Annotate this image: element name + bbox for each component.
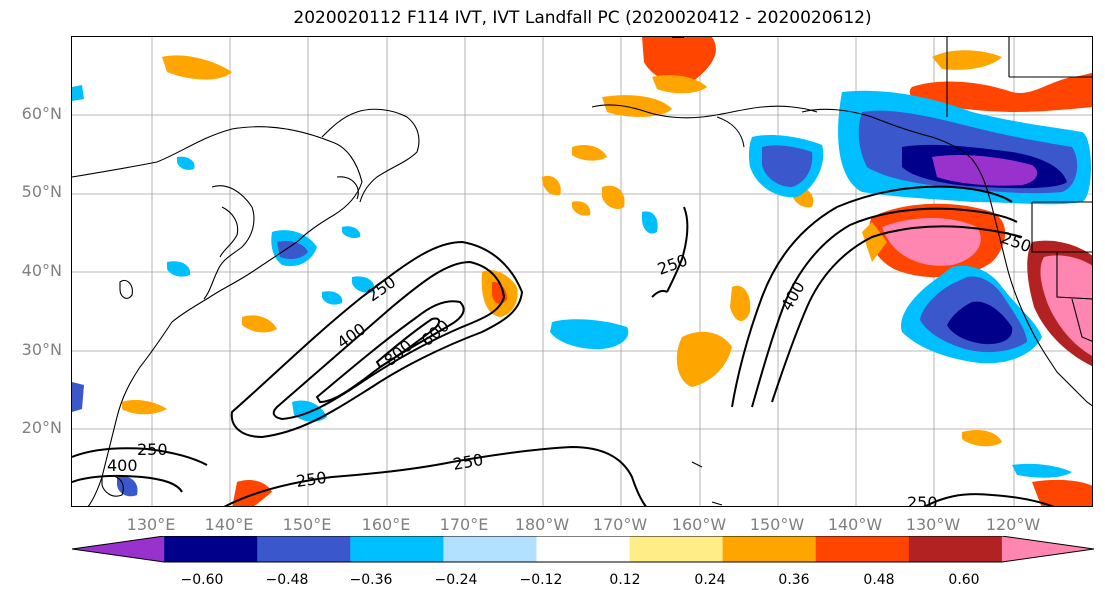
colorbar-segment — [350, 536, 444, 562]
contour-label: 250 — [907, 493, 938, 507]
colorbar-tick: −0.24 — [434, 572, 478, 588]
map-panel: 250 400 600 800 250 400 250 250 400 250 … — [71, 36, 1093, 507]
coastlines — [72, 37, 1092, 506]
contour-label: 250 — [137, 440, 168, 459]
colorbar-tick: −0.12 — [519, 572, 563, 588]
colorbar-segment — [815, 536, 910, 562]
contour-label: 400 — [333, 319, 369, 352]
lon-label-170w: 170°W — [592, 515, 648, 534]
colorbar-segment — [1001, 536, 1094, 562]
colorbar-tick: −0.60 — [180, 572, 224, 588]
colorbar-outline — [71, 535, 1095, 563]
colorbar-tick: −0.36 — [349, 572, 393, 588]
lat-label-60n: 60°N — [21, 104, 62, 123]
lon-label-150w: 150°W — [749, 515, 805, 534]
colorbar-tick: 0.36 — [778, 572, 810, 588]
lat-label-50n: 50°N — [21, 182, 62, 201]
lon-label-130e: 130°E — [126, 515, 176, 534]
colorbar-segment — [443, 536, 537, 562]
colorbar-segment — [908, 536, 1003, 562]
colorbar-tick: −0.48 — [265, 572, 309, 588]
colorbar-segment — [536, 536, 631, 562]
lat-label-40n: 40°N — [21, 261, 62, 280]
ivt-contours — [72, 37, 1055, 506]
colorbar-segment — [257, 536, 351, 562]
colorbar-tick: 0.12 — [609, 572, 641, 588]
colorbar-tick: 0.48 — [863, 572, 895, 588]
lon-label-180w: 180°W — [514, 515, 570, 534]
contour-label: 250 — [999, 228, 1034, 256]
lon-label-140w: 140°W — [827, 515, 883, 534]
lat-label-30n: 30°N — [21, 340, 62, 359]
colorbar-segment — [629, 536, 724, 562]
contour-label: 400 — [107, 456, 138, 475]
contour-label: 250 — [295, 468, 328, 491]
map-title: 2020020112 F114 IVT, IVT Landfall PC (20… — [293, 8, 872, 28]
colorbar-segment — [164, 536, 258, 562]
lon-label-120w: 120°W — [985, 515, 1041, 534]
colorbar — [71, 535, 1097, 570]
lon-label-160e: 160°E — [361, 515, 411, 534]
contour-labels: 250 400 600 800 250 400 250 250 400 250 … — [107, 228, 1034, 507]
colorbar-tick: 0.60 — [948, 572, 980, 588]
lon-label-130w: 130°W — [905, 515, 961, 534]
map-canvas: 250 400 600 800 250 400 250 250 400 250 … — [72, 37, 1092, 507]
colorbar-segment — [72, 536, 165, 562]
lon-label-170e: 170°E — [439, 515, 489, 534]
contour-label: 250 — [655, 250, 690, 278]
colorbar-svg — [71, 535, 1095, 563]
lon-label-150e: 150°E — [282, 515, 332, 534]
colorbar-tick: 0.24 — [694, 572, 726, 588]
contour-label: 250 — [451, 450, 484, 474]
lon-label-140e: 140°E — [204, 515, 254, 534]
lat-label-20n: 20°N — [21, 418, 62, 437]
colorbar-segment — [722, 536, 817, 562]
lon-label-160w: 160°W — [671, 515, 727, 534]
contour-label: 250 — [363, 272, 399, 305]
